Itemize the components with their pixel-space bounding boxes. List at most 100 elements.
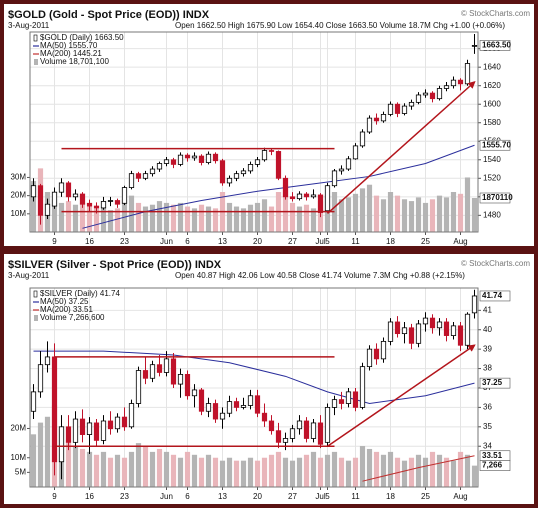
volume-bar — [121, 457, 128, 487]
last-value-label: 37.25 — [482, 378, 503, 387]
volume-bar — [205, 454, 212, 487]
volume-bar — [93, 208, 100, 232]
volume-bar — [352, 193, 359, 232]
volume-bar — [170, 204, 177, 232]
candle-body — [156, 364, 163, 373]
legend-icon — [33, 290, 38, 298]
candle-body — [177, 373, 184, 385]
candle-body — [471, 295, 478, 314]
candle-body — [436, 321, 443, 329]
candle-body — [219, 412, 226, 420]
x-tick-label: Jun — [160, 237, 173, 246]
legend-entry: MA(200) 33.51 — [40, 305, 93, 314]
candle-body — [191, 155, 198, 159]
candle-body — [429, 317, 436, 329]
y-tick-label: 38 — [483, 364, 492, 373]
volume-bar — [296, 206, 303, 232]
candle-body — [51, 191, 58, 207]
candle-body — [226, 177, 233, 184]
candle-body — [268, 420, 275, 432]
candle-body — [366, 117, 373, 133]
candle-body — [205, 153, 212, 163]
chart-date: 3-Aug-2011 — [8, 271, 50, 280]
volume-bar — [373, 451, 380, 487]
volume-bar — [226, 202, 233, 232]
candle-body — [338, 168, 345, 172]
volume-bar — [156, 201, 163, 232]
candle-body — [93, 205, 100, 209]
x-tick-label: 23 — [120, 237, 129, 246]
volume-bar — [289, 460, 296, 487]
candle-body — [380, 340, 387, 360]
candle-body — [443, 321, 450, 336]
candle-body — [86, 422, 93, 435]
candle-body — [121, 187, 128, 204]
y-tick-label: 36 — [483, 403, 492, 412]
volume-bar — [401, 460, 408, 487]
y2-tick-label: 20M — [10, 191, 26, 200]
candle-body — [65, 182, 72, 198]
chart-date: 3-Aug-2011 — [8, 21, 50, 30]
legend-icon — [34, 315, 38, 321]
candle-body — [303, 193, 310, 198]
volume-bar — [268, 206, 275, 232]
x-tick-label: Jul — [315, 237, 325, 246]
candle-body — [247, 164, 254, 172]
candle-body — [331, 399, 338, 408]
volume-bar — [450, 192, 457, 232]
candle-body — [233, 401, 240, 408]
volume-bar — [128, 195, 135, 232]
candle-body — [303, 420, 310, 439]
candle-body — [30, 391, 37, 412]
volume-bar — [331, 451, 338, 487]
volume-bar — [387, 451, 394, 487]
volume-bar — [303, 454, 310, 487]
volume-bar — [184, 451, 191, 487]
volume-bar — [359, 446, 366, 487]
candle-body — [415, 323, 422, 344]
x-tick-label: 9 — [52, 237, 57, 246]
y-tick-label: 34 — [483, 441, 492, 450]
volume-bar — [79, 202, 86, 232]
x-tick-label: Jun — [160, 492, 173, 501]
candle-body — [359, 131, 366, 147]
chart-title: $GOLD (Gold - Spot Price (EOD)) INDX — [8, 9, 210, 21]
candle-body — [121, 416, 128, 428]
volume-bar — [247, 204, 254, 232]
volume-bar — [254, 460, 261, 487]
candle-body — [436, 88, 443, 100]
volume-bar — [212, 208, 219, 232]
last-value-label: 7,266 — [482, 461, 503, 470]
candle-body — [415, 94, 422, 103]
x-tick-label: 20 — [253, 237, 262, 246]
volume-bar — [303, 204, 310, 232]
x-tick-label: 6 — [185, 237, 190, 246]
candle-body — [93, 422, 100, 441]
last-value-box — [479, 40, 511, 51]
candle-body — [282, 438, 289, 443]
volume-bar — [429, 451, 436, 487]
candle-body — [450, 325, 457, 336]
candle-body — [310, 422, 317, 439]
volume-bar — [436, 454, 443, 487]
volume-bar — [275, 451, 282, 487]
y-tick-label: 1480 — [483, 210, 501, 219]
volume-bar — [226, 457, 233, 487]
candle-body — [352, 145, 359, 160]
x-tick-label: 23 — [120, 492, 129, 501]
last-value-label: 33.51 — [482, 451, 503, 460]
last-value-box — [479, 290, 511, 302]
volume-bar — [107, 457, 114, 487]
volume-bar — [471, 465, 478, 487]
legend-icon — [33, 34, 38, 42]
candle-body — [226, 401, 233, 414]
volume-bar — [422, 202, 429, 232]
candle-body — [408, 101, 415, 107]
y-tick-label: 39 — [483, 344, 492, 353]
volume-bar — [338, 457, 345, 487]
volume-bar — [170, 454, 177, 487]
candle-body — [58, 182, 65, 193]
candle-body — [107, 420, 114, 430]
candle-body — [184, 154, 191, 159]
candle-body — [100, 201, 107, 209]
